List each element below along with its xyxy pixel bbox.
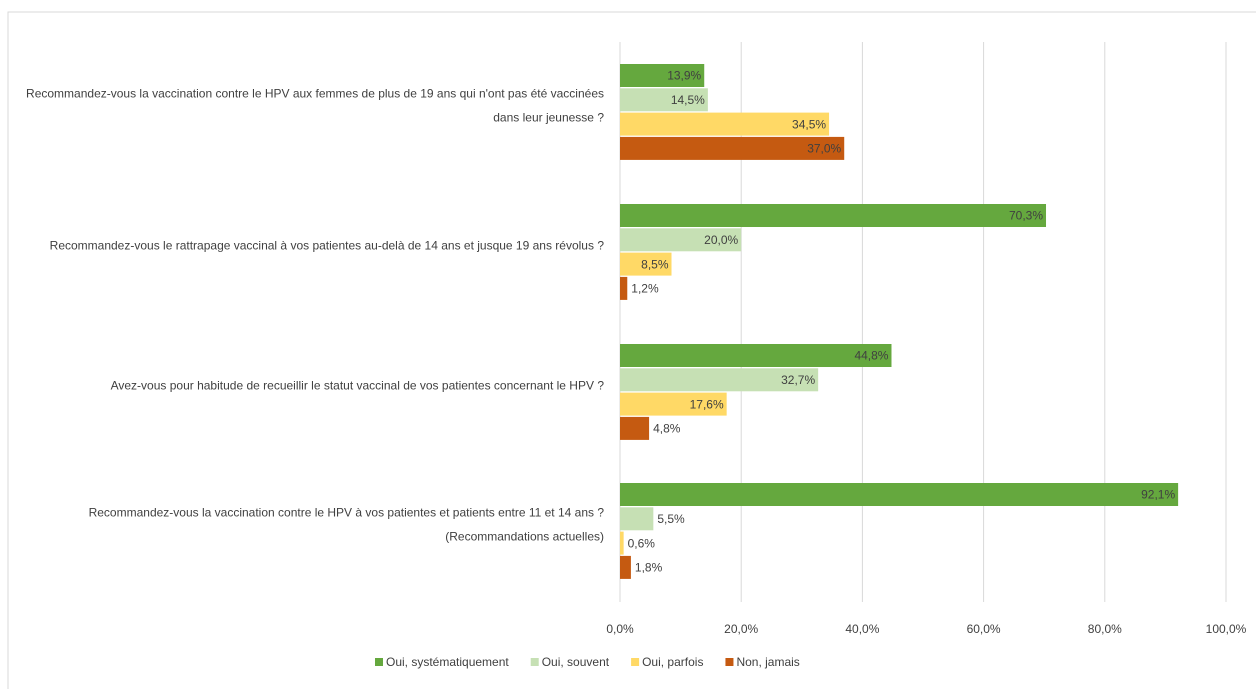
chart-frame [7, 11, 1256, 689]
category-label-line: dans leur jeunesse ? [493, 111, 604, 125]
bar [620, 344, 892, 367]
data-label: 32,7% [781, 373, 815, 387]
bar [620, 204, 1047, 227]
data-label: 1,8% [635, 561, 663, 575]
bar [620, 252, 672, 276]
legend-label: Non, jamais [736, 655, 799, 669]
bar [620, 392, 727, 416]
legend-label: Oui, souvent [542, 655, 610, 669]
category-label: Avez-vous pour habitude de recueillir le… [111, 379, 605, 393]
bar [620, 507, 654, 531]
data-label: 4,8% [653, 422, 681, 436]
legend-swatch [530, 658, 539, 666]
data-label: 13,9% [667, 69, 701, 83]
x-tick-label: 80,0% [1088, 622, 1122, 636]
category-label-line: (Recommandations actuelles) [445, 530, 604, 544]
bar [620, 228, 742, 252]
data-label: 1,2% [631, 282, 659, 296]
bar [620, 88, 708, 112]
legend-swatch [725, 658, 734, 666]
bar [620, 483, 1179, 506]
bar [620, 416, 650, 440]
category-label-line: Recommandez-vous la vaccination contre l… [89, 506, 605, 520]
legend-label: Oui, parfois [642, 655, 703, 669]
data-label: 92,1% [1141, 488, 1175, 502]
legend-label: Oui, systématiquement [386, 655, 509, 669]
data-label: 70,3% [1009, 209, 1043, 223]
category-label: Recommandez-vous le rattrapage vaccinal … [50, 239, 605, 253]
legend-swatch [375, 658, 383, 666]
bar [620, 555, 631, 579]
data-label: 20,0% [704, 233, 738, 247]
category-label-line: Avez-vous pour habitude de recueillir le… [111, 379, 605, 393]
bar [620, 531, 624, 555]
x-tick-label: 20,0% [724, 622, 758, 636]
category-label: Recommandez-vous la vaccination contre l… [89, 506, 605, 544]
data-label: 0,6% [628, 536, 656, 550]
x-tick-label: 100,0% [1206, 622, 1247, 636]
data-label: 8,5% [641, 257, 669, 271]
data-label: 5,5% [657, 512, 685, 526]
x-tick-label: 60,0% [967, 622, 1001, 636]
data-label: 14,5% [671, 93, 705, 107]
bar [620, 112, 830, 136]
legend-swatch [631, 658, 640, 666]
category-label-line: Recommandez-vous le rattrapage vaccinal … [50, 239, 605, 253]
data-label: 44,8% [854, 349, 888, 363]
data-label: 34,5% [792, 117, 826, 131]
x-tick-label: 0,0% [606, 622, 634, 636]
category-label: Recommandez-vous la vaccination contre l… [26, 87, 604, 125]
data-label: 37,0% [807, 142, 841, 156]
bar [620, 136, 845, 160]
x-tick-label: 40,0% [845, 622, 879, 636]
bar [620, 276, 628, 300]
category-label-line: Recommandez-vous la vaccination contre l… [26, 87, 604, 101]
data-label: 17,6% [690, 397, 724, 411]
bar [620, 64, 705, 87]
bar [620, 368, 819, 392]
